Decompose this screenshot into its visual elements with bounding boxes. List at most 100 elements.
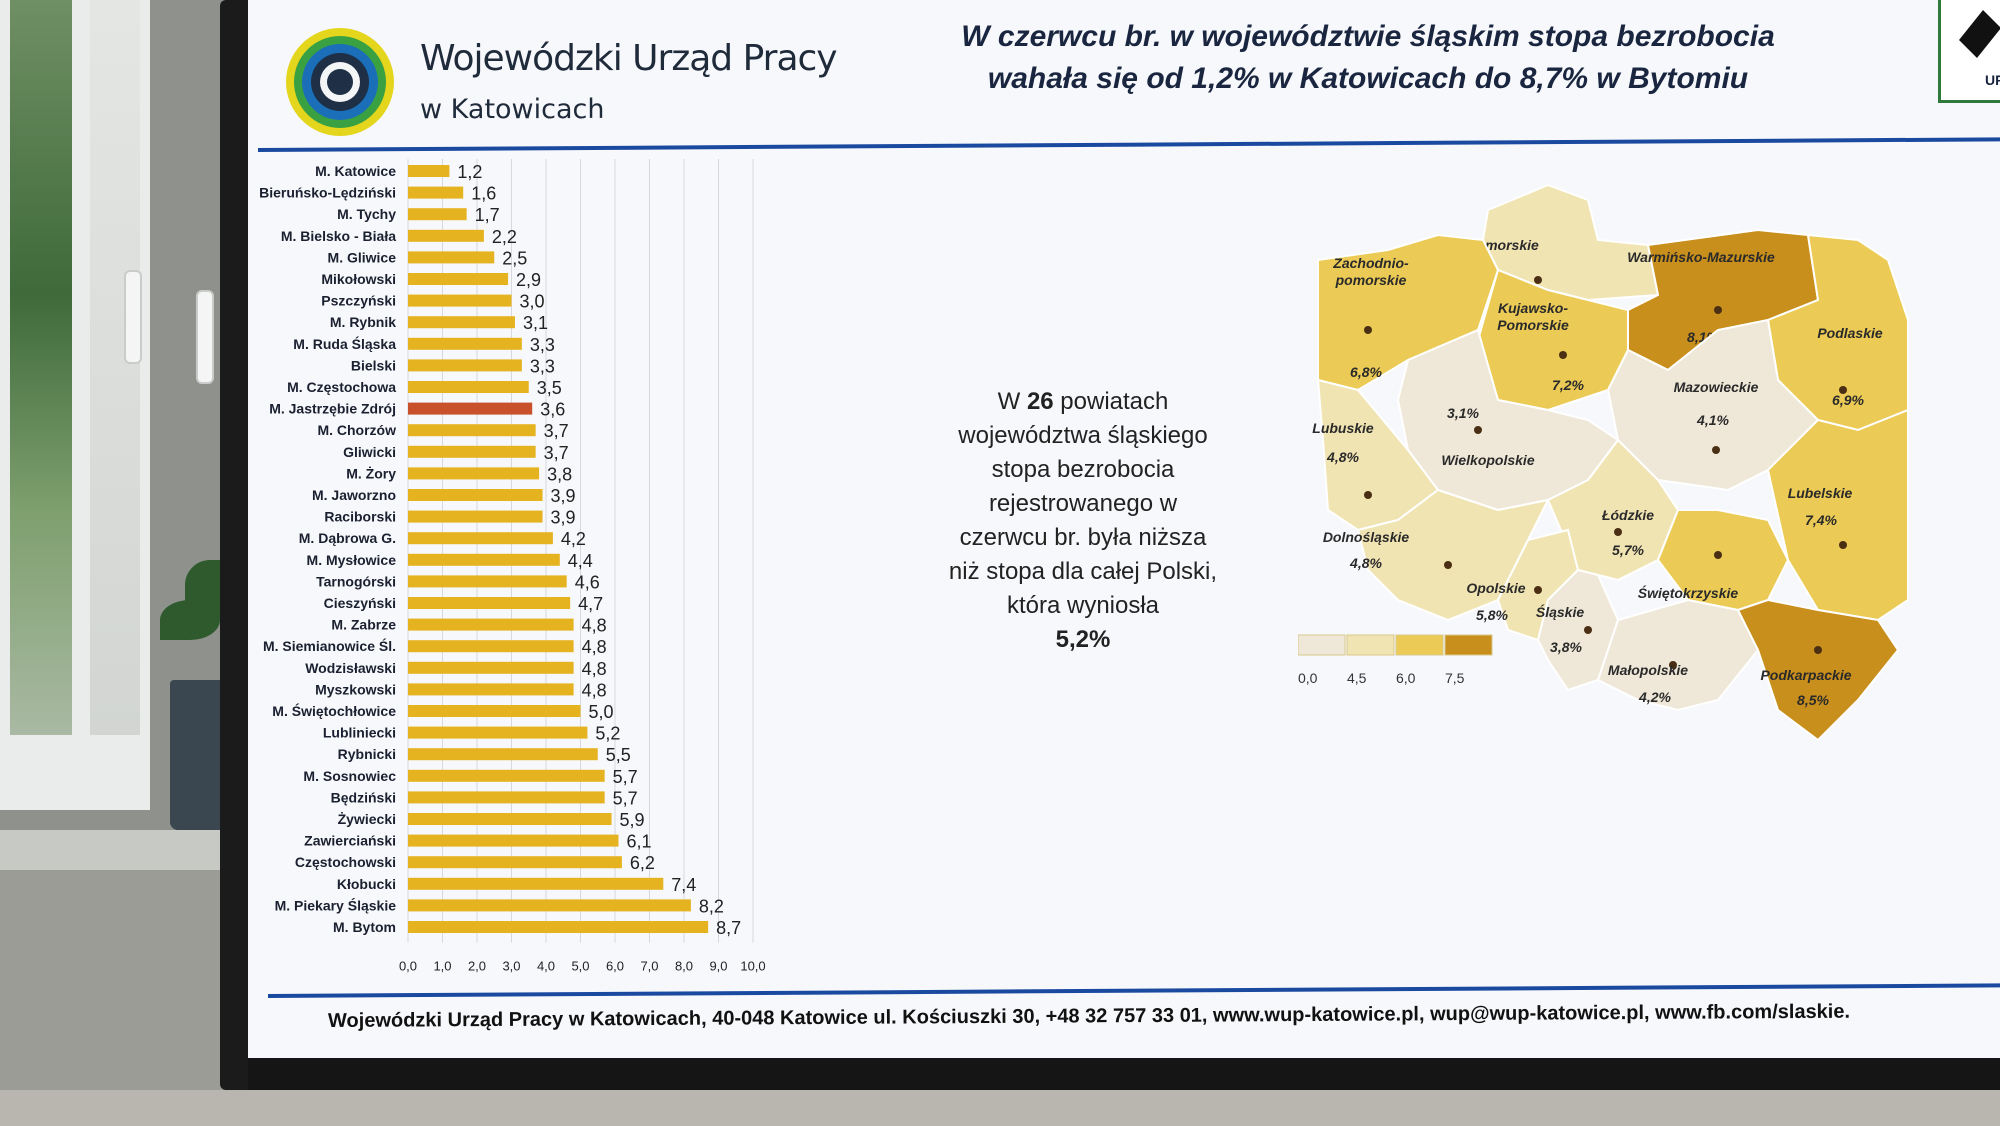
category-label: Wodzisławski bbox=[305, 660, 396, 676]
bar bbox=[408, 445, 536, 458]
bar bbox=[408, 381, 529, 393]
category-label: Bielski bbox=[351, 357, 396, 373]
region-value: 5,7% bbox=[1612, 542, 1644, 558]
value-label: 4,8 bbox=[582, 616, 607, 636]
bar bbox=[408, 553, 560, 566]
window-handle bbox=[124, 270, 142, 364]
category-label: Będziński bbox=[331, 789, 396, 805]
legend-tick: 6,0 bbox=[1396, 670, 1416, 686]
note-prefix: W bbox=[997, 388, 1027, 415]
bar bbox=[408, 726, 588, 739]
region-marker bbox=[1814, 646, 1822, 654]
category-label: Zawierciański bbox=[304, 833, 396, 849]
region-name-line: Dolnośląskie bbox=[1323, 529, 1410, 545]
region-marker bbox=[1614, 528, 1622, 536]
region-name-line: Lubelskie bbox=[1788, 485, 1853, 501]
x-tick-label: 0,0 bbox=[399, 959, 417, 974]
legend-swatch bbox=[1395, 634, 1444, 656]
region-value: 4,1% bbox=[1696, 412, 1729, 428]
category-label: Bieruńsko-Lędziński bbox=[259, 185, 396, 201]
bar bbox=[408, 769, 605, 782]
category-label: Gliwicki bbox=[343, 444, 396, 460]
category-label: M. Jastrzębie Zdrój bbox=[269, 401, 396, 417]
value-label: 4,6 bbox=[575, 572, 600, 592]
category-label: M. Bielsko - Biała bbox=[281, 228, 396, 244]
category-label: M. Siemianowice Śl. bbox=[263, 637, 396, 654]
region-name-line: Świętokrzyskie bbox=[1638, 584, 1739, 601]
region-name: Opolskie bbox=[1466, 580, 1525, 596]
bar bbox=[408, 575, 567, 588]
region-name-line: Warmińsko-Mazurskie bbox=[1627, 249, 1775, 265]
legend-swatch bbox=[1298, 634, 1346, 656]
region-name-line: Zachodnio- bbox=[1332, 255, 1409, 271]
category-label: M. Dąbrowa G. bbox=[299, 530, 396, 546]
region-marker bbox=[1669, 661, 1677, 669]
corner-badge: UP bbox=[1938, 0, 2000, 103]
region-value: 6,9% bbox=[1832, 392, 1864, 408]
window-glass bbox=[10, 0, 72, 735]
value-label: 3,3 bbox=[530, 335, 555, 355]
bar bbox=[408, 618, 574, 631]
headline-line-1: W czerwcu br. w województwie śląskim sto… bbox=[961, 20, 1775, 53]
bar bbox=[408, 661, 574, 674]
region-value: 5,8% bbox=[1476, 607, 1508, 623]
value-label: 3,7 bbox=[544, 443, 569, 463]
bar bbox=[408, 705, 581, 717]
region-name: Podkarpackie bbox=[1760, 667, 1851, 683]
bar bbox=[408, 251, 495, 264]
region-marker bbox=[1714, 551, 1722, 559]
value-label: 5,7 bbox=[613, 788, 638, 808]
note-body: powiatach województwa śląskiego stopa be… bbox=[948, 388, 1218, 619]
region-value: 7,2% bbox=[1552, 377, 1584, 393]
region-name-line: Pomorskie bbox=[1497, 317, 1569, 333]
value-label: 8,2 bbox=[699, 896, 724, 916]
value-label: 8,7 bbox=[716, 918, 741, 938]
wup-logo bbox=[286, 28, 394, 136]
value-label: 3,9 bbox=[551, 486, 576, 506]
category-label: Lubliniecki bbox=[323, 725, 396, 741]
x-tick-label: 5,0 bbox=[571, 959, 589, 974]
value-label: 4,7 bbox=[578, 594, 603, 614]
region-marker bbox=[1584, 626, 1592, 634]
bar bbox=[408, 597, 571, 609]
value-label: 3,6 bbox=[540, 400, 565, 420]
category-label: M. Ruda Śląska bbox=[293, 335, 396, 352]
x-tick-label: 1,0 bbox=[433, 959, 451, 974]
category-label: Mikołowski bbox=[321, 271, 396, 287]
category-label: M. Rybnik bbox=[330, 314, 396, 330]
region-marker bbox=[1534, 276, 1542, 284]
category-label: M. Mysłowice bbox=[307, 552, 397, 568]
x-tick-label: 6,0 bbox=[606, 959, 624, 974]
value-label: 3,5 bbox=[537, 378, 562, 398]
category-label: M. Zabrze bbox=[331, 617, 396, 633]
value-label: 4,8 bbox=[582, 659, 607, 679]
note-count: 26 bbox=[1026, 388, 1054, 415]
category-label: M. Tychy bbox=[337, 206, 396, 222]
region-name: Wielkopolskie bbox=[1441, 452, 1534, 468]
value-label: 5,7 bbox=[613, 767, 638, 787]
value-label: 3,8 bbox=[547, 464, 572, 484]
bar bbox=[408, 877, 664, 890]
category-label: Tarnogórski bbox=[316, 573, 396, 589]
region-value: 6,8% bbox=[1350, 364, 1382, 380]
region-name: Kujawsko-Pomorskie bbox=[1497, 300, 1569, 333]
category-label: M. Częstochowa bbox=[287, 379, 396, 395]
region-name-line: Podkarpackie bbox=[1760, 667, 1851, 683]
value-label: 6,1 bbox=[626, 832, 651, 852]
poland-voivodeship-map: Pomorskie4,7%Warmińsko-Mazurskie8,1%Zach… bbox=[1298, 183, 1909, 742]
x-tick-label: 9,0 bbox=[709, 959, 727, 974]
value-label: 5,9 bbox=[620, 810, 645, 830]
region-name-line: Łódzkie bbox=[1601, 507, 1654, 523]
window-sill bbox=[0, 830, 240, 870]
region-name: Dolnośląskie bbox=[1323, 529, 1410, 545]
monitor-bezel bbox=[248, 1058, 2000, 1090]
badge-emblem-icon bbox=[1959, 10, 2000, 58]
bar bbox=[408, 856, 622, 869]
summary-note: W 26 powiatach województwa śląskiego sto… bbox=[948, 385, 1218, 657]
window-handle bbox=[196, 290, 214, 384]
x-tick-label: 4,0 bbox=[537, 959, 555, 974]
region-value: 7,4% bbox=[1805, 512, 1837, 528]
bar bbox=[408, 273, 509, 285]
region-marker bbox=[1559, 351, 1567, 359]
